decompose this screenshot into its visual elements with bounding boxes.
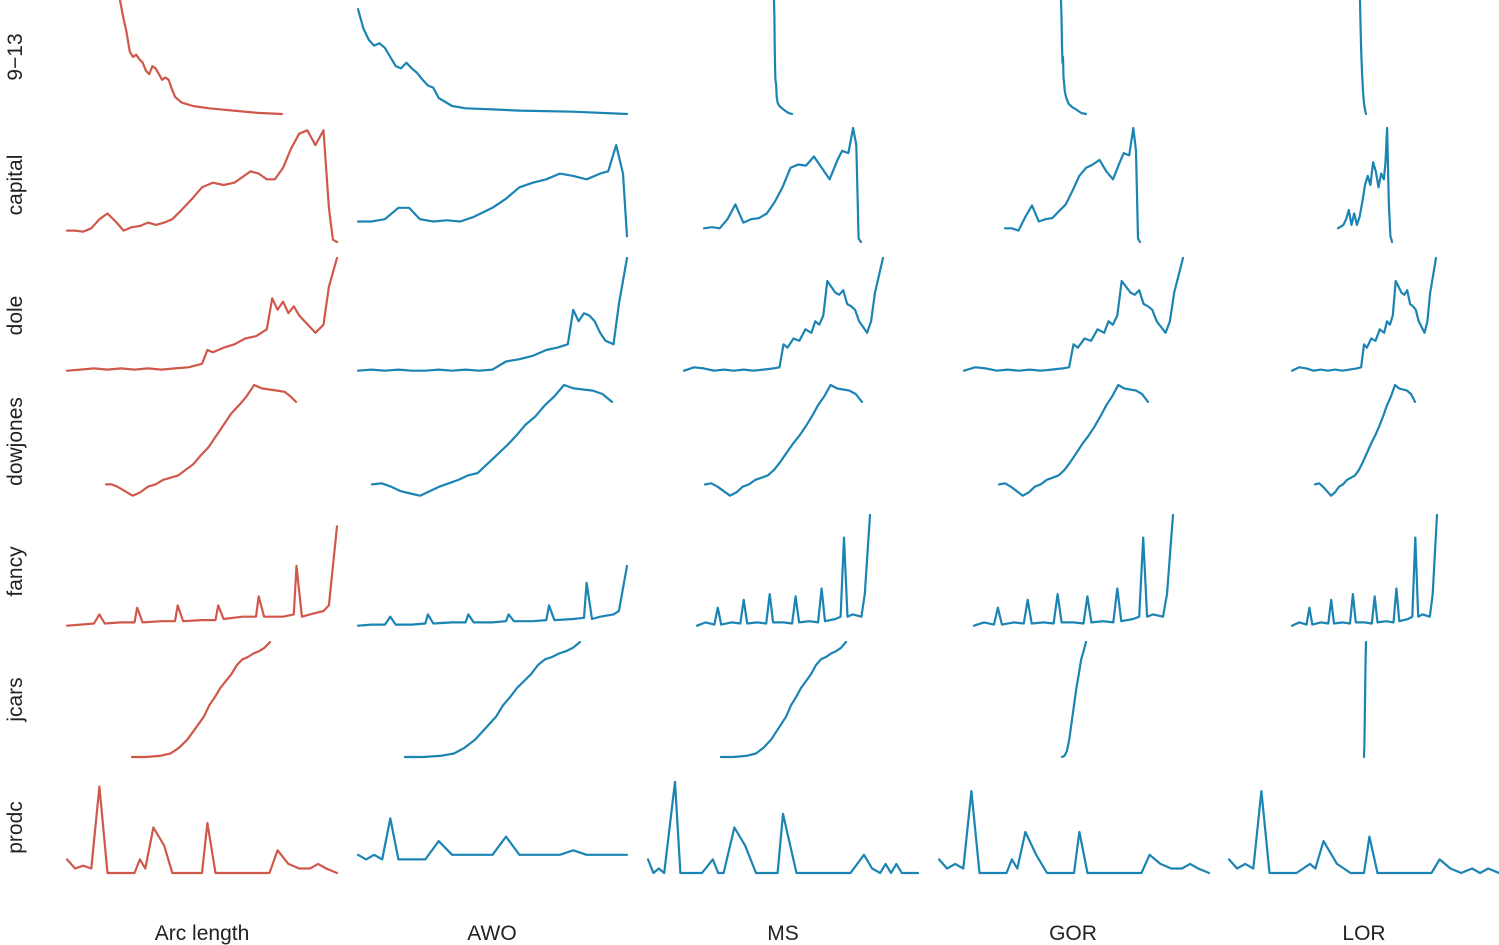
row-label-3: dowjones [4, 397, 27, 486]
series-line-913-arclength [118, 0, 284, 116]
series-line-fancy-arclength [65, 525, 339, 627]
row-label-0: 9−13 [4, 33, 27, 80]
series-line-capital-ms [702, 126, 863, 244]
series-line-dole-ms [682, 256, 885, 372]
series-line-jcars-gor [1060, 640, 1088, 759]
series-line-dowjones-lor [1313, 383, 1417, 497]
series-line-dole-arclength [65, 256, 339, 372]
series-line-capital-lor [1336, 126, 1394, 244]
row-label-5: jcars [4, 677, 27, 722]
row-label-2: dole [4, 296, 27, 336]
series-line-capital-arclength [65, 129, 339, 244]
series-line-jcars-lor [1362, 640, 1368, 759]
column-labels: Arc length AWO MS GOR LOR [155, 922, 1386, 945]
series-line-913-ms [772, 0, 794, 116]
column-label-3: GOR [1049, 922, 1097, 945]
series-line-dole-gor [962, 256, 1185, 372]
column-label-4: LOR [1342, 922, 1385, 945]
series-line-dowjones-gor [997, 383, 1150, 497]
series-line-fancy-awo [356, 564, 629, 627]
series-line-913-lor [1358, 0, 1368, 116]
series-line-dowjones-arclength [104, 383, 298, 497]
series-line-dole-lor [1290, 256, 1438, 372]
series-line-capital-gor [1003, 126, 1142, 244]
row-label-1: capital [4, 155, 27, 216]
row-label-4: fancy [4, 546, 27, 597]
series-line-prodc-ms [646, 780, 920, 875]
series-line-capital-awo [356, 144, 629, 238]
series-line-prodc-arclength [65, 785, 339, 875]
series-line-jcars-arclength [130, 640, 272, 759]
series-line-fancy-lor [1290, 513, 1439, 627]
column-label-0: Arc length [155, 922, 250, 945]
chart-panels [65, 0, 1499, 875]
column-label-1: AWO [467, 922, 516, 945]
series-line-fancy-gor [972, 513, 1175, 627]
series-line-jcars-awo [403, 640, 582, 759]
series-line-prodc-lor [1227, 789, 1499, 875]
series-line-fancy-ms [695, 513, 872, 627]
series-line-prodc-gor [937, 789, 1211, 875]
series-line-dowjones-awo [370, 383, 614, 497]
series-line-dole-awo [356, 256, 629, 372]
series-line-913-gor [1059, 0, 1088, 116]
series-line-913-awo [356, 8, 629, 116]
row-label-6: prodc [4, 801, 27, 854]
series-line-prodc-awo [356, 817, 629, 861]
series-line-dowjones-ms [703, 383, 864, 497]
row-labels: 9−13 capital dole dowjones fancy jcars prodc [4, 33, 27, 853]
series-line-jcars-ms [719, 640, 848, 759]
column-label-2: MS [767, 922, 799, 945]
